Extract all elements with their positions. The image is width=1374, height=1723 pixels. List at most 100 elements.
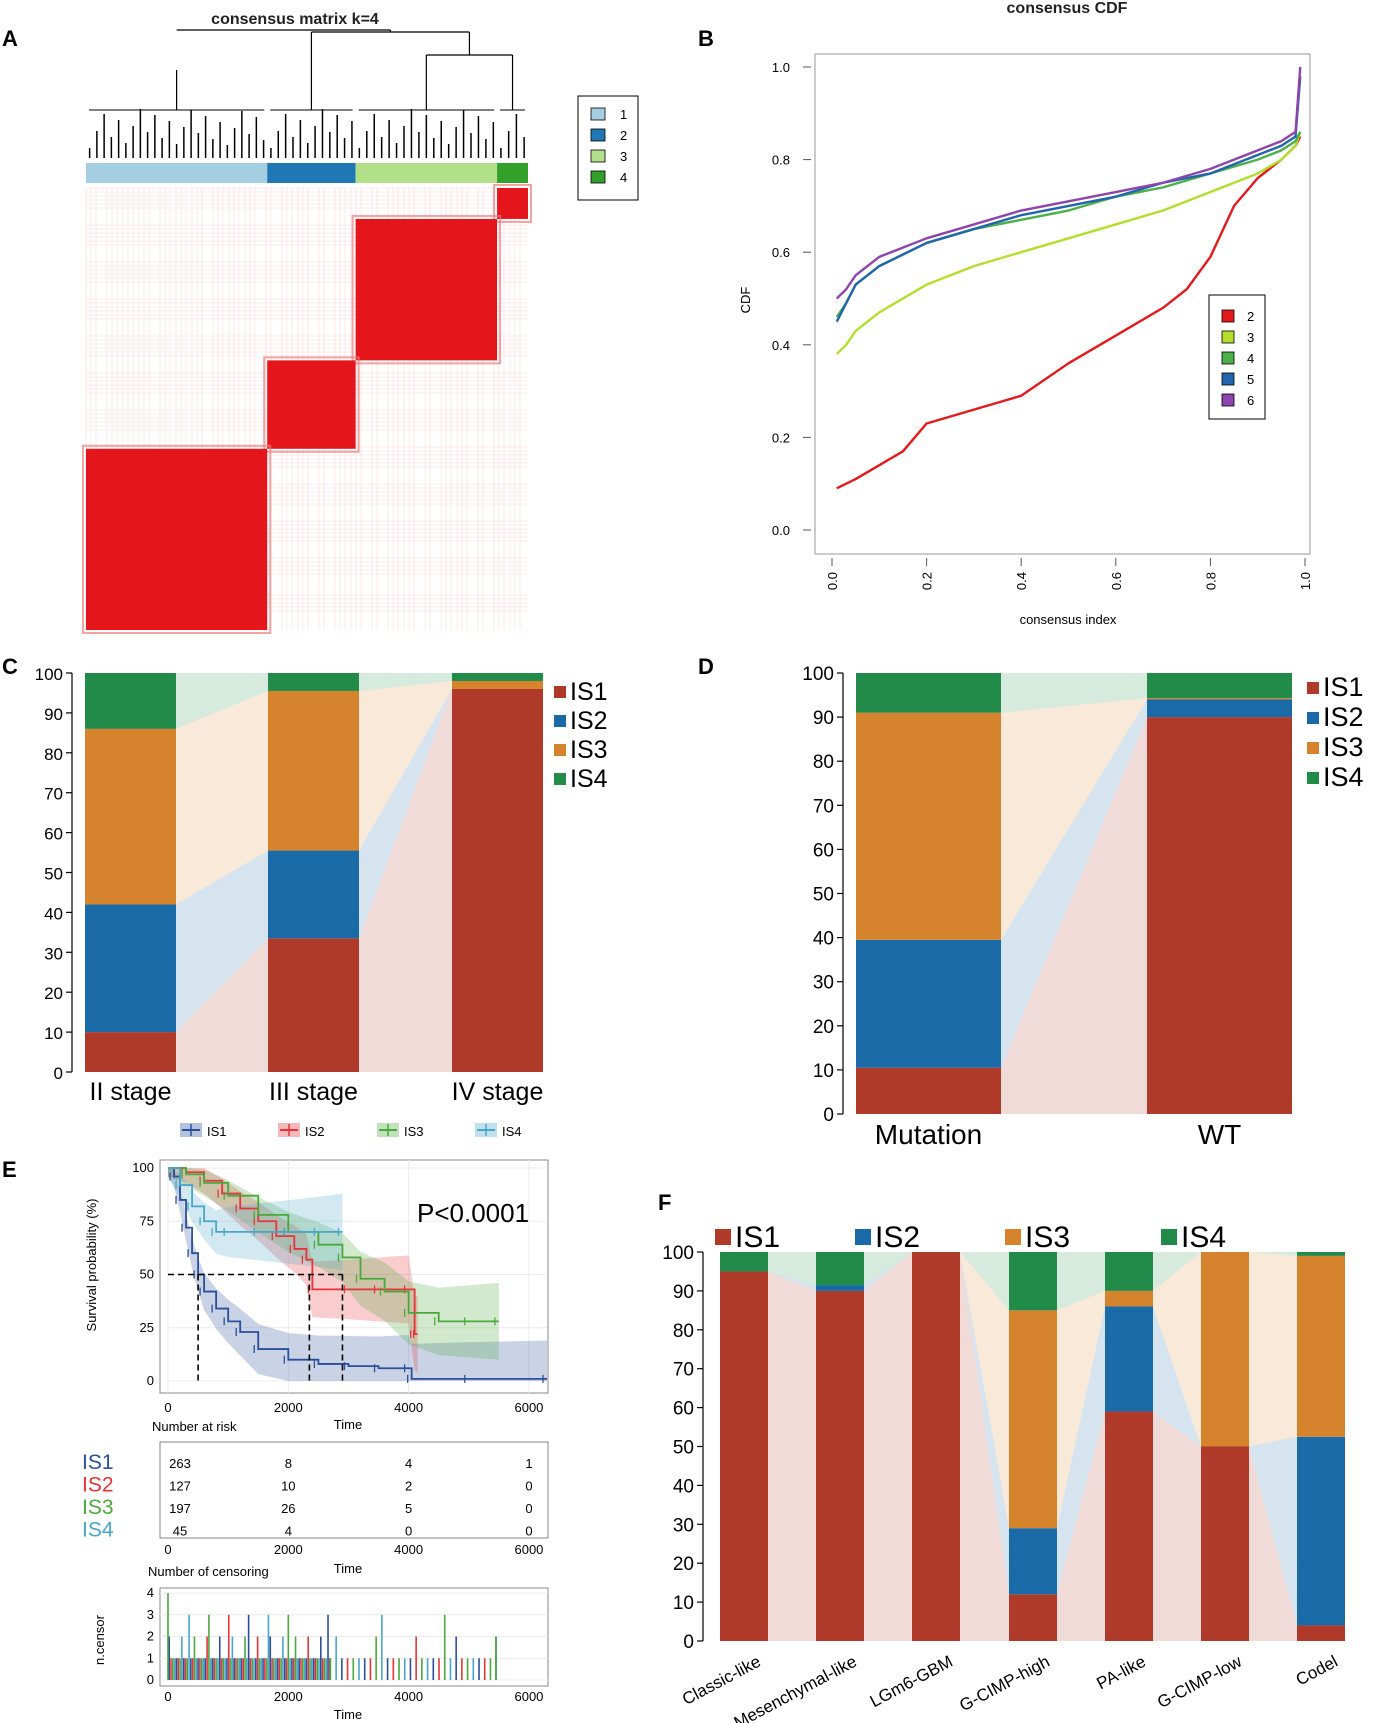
flow-IS1	[960, 1252, 1009, 1641]
legend-label-IS4: IS4	[570, 765, 608, 793]
flow-IS4	[1249, 1252, 1297, 1256]
ci-band-IS3	[168, 1168, 499, 1360]
bar-IS1	[85, 1032, 176, 1072]
censor-ytick-label: 0	[147, 1672, 154, 1687]
legend-swatch-IS1	[554, 686, 566, 698]
legend-label-3: 3	[620, 149, 627, 164]
bar-IS4	[452, 673, 543, 681]
y-tick-label: 80	[44, 745, 63, 764]
flow-IS1	[1001, 717, 1147, 1114]
bar-IS4	[1009, 1252, 1057, 1311]
b-legend-label-4: 4	[1247, 351, 1254, 366]
censor-title: Number of censoring	[148, 1564, 269, 1579]
b-legend-swatch-5	[1221, 372, 1235, 386]
bar-IS3	[1009, 1310, 1057, 1529]
legend-label-IS2: IS2	[1323, 702, 1364, 732]
dendrogram	[88, 29, 525, 158]
consensus-block-2	[267, 360, 356, 449]
y-tick-label: 80	[673, 1321, 694, 1342]
km-curve-IS1	[168, 1167, 547, 1380]
legend-label-1: 1	[620, 107, 627, 122]
category-label: IV stage	[452, 1078, 544, 1106]
risk-table-frame	[159, 1441, 549, 1539]
y-tick-label: 40	[44, 904, 63, 923]
legend-label-2: 2	[620, 128, 627, 143]
b-legend-label-2: 2	[1247, 309, 1254, 324]
censor-ytick-label: 2	[147, 1629, 154, 1644]
risk-cell: 4	[285, 1524, 292, 1539]
risk-row-label-IS2: IS2	[82, 1474, 114, 1497]
bar-IS3	[85, 728, 176, 905]
y-tick-label: 60	[813, 840, 834, 861]
km-xlabel: Time	[334, 1417, 362, 1432]
cluster-bar-1	[86, 163, 268, 183]
ci-band-IS1	[168, 1168, 547, 1381]
risk-xlabel: Time	[334, 1561, 362, 1576]
y-tick-label: 40	[813, 929, 834, 950]
bar-IS2	[268, 850, 359, 939]
category-label: III stage	[269, 1078, 358, 1106]
bar-IS3	[856, 712, 1001, 940]
e-legend-label-IS4: IS4	[502, 1124, 522, 1139]
legend-label-IS3: IS3	[1025, 1221, 1070, 1254]
panel-b-title: consensus CDF	[1007, 0, 1128, 17]
bar-IS1	[1147, 717, 1292, 1114]
bar-IS1	[1009, 1594, 1057, 1641]
bar-IS3	[1105, 1290, 1153, 1307]
flow-IS2	[176, 850, 268, 1033]
flow-IS1	[359, 688, 452, 1072]
risk-cell: 0	[525, 1479, 532, 1494]
panel-a-legend: 1 2 3 4	[577, 95, 639, 201]
bar-IS2	[816, 1285, 864, 1291]
bar-IS1	[452, 688, 543, 1072]
km-curves	[168, 1167, 547, 1383]
category-label: WT	[1198, 1119, 1242, 1150]
flow-IS3	[1057, 1290, 1105, 1529]
km-frame	[159, 1159, 549, 1394]
y-tick-label: 20	[44, 984, 63, 1003]
panel-b-legend-box	[1208, 294, 1266, 420]
flow-IS1	[176, 938, 268, 1072]
y-tick-label: 10	[44, 1024, 63, 1043]
cdf-line-k5	[835, 76, 1302, 323]
flow-IS1	[1057, 1411, 1105, 1641]
flow-IS4	[960, 1252, 1009, 1311]
b-ytick-label: 0.6	[772, 245, 790, 260]
flow-IS3	[1153, 1252, 1201, 1447]
y-tick-label: 80	[813, 752, 834, 773]
b-legend-label-6: 6	[1247, 393, 1254, 408]
y-tick-label: 100	[662, 1243, 694, 1264]
y-tick-label: 50	[44, 865, 63, 884]
risk-row-label-IS4: IS4	[82, 1519, 114, 1542]
y-tick-label: 100	[802, 664, 834, 685]
flow-IS2	[359, 688, 452, 939]
legend-swatch-IS4	[554, 773, 566, 785]
category-label: Mutation	[875, 1119, 982, 1150]
consensus-block-fringe	[493, 184, 532, 223]
panel-b-consensus-cdf: consensus CDF 0.00.20.40.60.81.00.0 0.2 0.…	[738, 0, 1313, 627]
risk-cell: 263	[169, 1456, 191, 1471]
y-tick-label: 50	[813, 885, 834, 906]
bar-IS2	[1297, 1436, 1345, 1626]
flow-IS4	[864, 1252, 912, 1286]
risk-cell: 0	[405, 1524, 412, 1539]
legend-label-IS1: IS1	[735, 1221, 780, 1254]
censor-ytick-label: 4	[147, 1585, 154, 1600]
legend-label-IS2: IS2	[875, 1221, 920, 1254]
b-legend-swatch-3	[1221, 330, 1235, 344]
bar-IS4	[856, 673, 1001, 713]
cluster-bar-3	[355, 163, 498, 183]
bar-IS4	[1297, 1252, 1345, 1256]
risk-row-label-IS3: IS3	[82, 1496, 114, 1519]
flow-IS2	[1057, 1306, 1105, 1595]
y-tick-label: 60	[44, 825, 63, 844]
risk-cell: 4	[405, 1456, 412, 1471]
consensus-heatmap	[82, 184, 532, 634]
bar-IS4	[1147, 673, 1292, 699]
b-ytick-label: 0.2	[772, 430, 790, 445]
category-label: Classic-like	[679, 1652, 764, 1709]
legend-swatch-2	[590, 128, 606, 142]
km-ytick-label: 50	[140, 1267, 154, 1282]
